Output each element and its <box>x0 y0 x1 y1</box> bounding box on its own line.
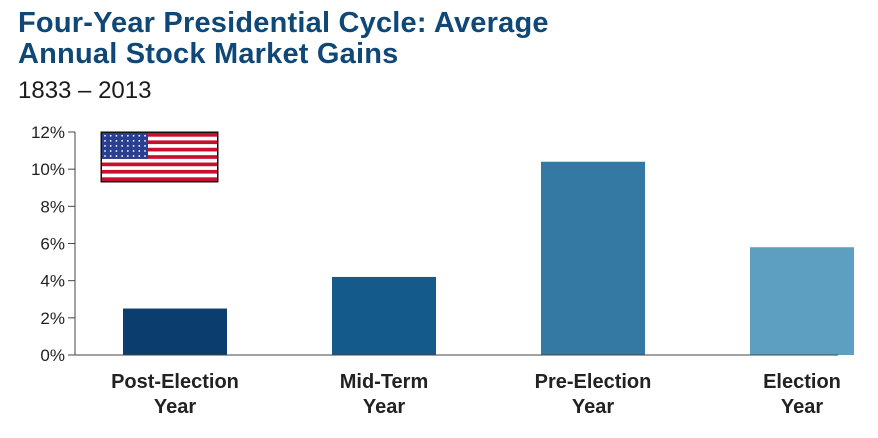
x-axis: Post-Election Year Mid-Term Year Pre-Electio… <box>75 354 841 418</box>
y-tick-label: 12% <box>31 123 65 142</box>
flag-star <box>109 155 112 157</box>
us-flag-icon <box>100 131 219 183</box>
flag-star <box>132 150 135 152</box>
flag-star <box>121 150 124 152</box>
flag-star <box>104 139 106 142</box>
x-tick-label: Year <box>572 396 614 418</box>
bar <box>750 247 854 355</box>
flag-star <box>126 134 129 137</box>
flag-star <box>104 155 106 157</box>
bar <box>123 308 227 355</box>
chart-title-line-2: Annual Stock Market Gains <box>18 38 399 70</box>
chart-title-line-1: Four-Year Presidential Cycle: Average <box>18 7 549 39</box>
flag-star <box>109 134 112 137</box>
flag-star <box>109 139 112 142</box>
flag-star <box>115 134 118 137</box>
flag-star <box>126 145 129 147</box>
flag-star <box>144 150 146 152</box>
flag-stripe <box>102 169 217 174</box>
flag-star <box>121 155 124 157</box>
y-tick-label: 6% <box>40 235 65 254</box>
flag-star <box>144 134 146 137</box>
flag-star <box>138 155 141 157</box>
flag-star <box>115 150 118 152</box>
y-tick-label: 4% <box>40 272 65 291</box>
x-tick-label: Year <box>781 396 823 418</box>
flag-canton <box>102 133 148 159</box>
flag-star <box>144 139 146 142</box>
x-tick-label: Mid-Term <box>340 371 429 393</box>
flag-star <box>138 134 141 137</box>
x-tick-label: Election <box>763 371 841 393</box>
x-tick-label: Post-Election <box>111 371 239 393</box>
flag-stripe <box>102 162 217 167</box>
flag-star <box>121 139 124 142</box>
flag-star <box>132 139 135 142</box>
flag-stripe <box>102 177 217 181</box>
flag-star <box>138 145 141 147</box>
flag-star <box>126 150 129 152</box>
flag-stripe <box>102 147 217 152</box>
flag-star <box>115 155 118 157</box>
y-axis: 0% 2% 4% 6% 8% 10% 12% <box>31 123 76 365</box>
flag-star <box>104 134 106 137</box>
x-tick-label: Year <box>363 396 405 418</box>
chart-subtitle: 1833 – 2013 <box>18 77 152 104</box>
flag-star <box>115 139 118 142</box>
bar <box>541 161 645 355</box>
flag-stripe <box>102 133 217 137</box>
flag-star <box>121 145 124 147</box>
x-tick-label: Pre-Election <box>535 371 652 393</box>
flag-star <box>115 145 118 147</box>
flag-star <box>109 150 112 152</box>
flag-star <box>132 155 135 157</box>
flag-star <box>132 134 135 137</box>
flag-stripe <box>102 140 217 145</box>
x-tick-label: Year <box>154 396 196 418</box>
flag-star <box>109 145 112 147</box>
y-tick-label: 2% <box>40 309 65 328</box>
flag-star <box>144 155 146 157</box>
flag-star <box>104 145 106 147</box>
flag-stripe <box>102 155 217 159</box>
flag-star <box>138 139 141 142</box>
y-tick-label: 10% <box>31 160 65 179</box>
flag-star <box>104 150 106 152</box>
flag-star <box>126 155 129 157</box>
chart-title: Four-Year Presidential Cycle: Average An… <box>18 8 549 70</box>
bar <box>332 276 436 355</box>
y-tick-label: 0% <box>40 346 65 365</box>
flag-star <box>121 134 124 137</box>
y-tick-label: 8% <box>40 197 65 216</box>
flag-star <box>126 139 129 142</box>
bars <box>123 161 854 355</box>
flag-star <box>144 145 146 147</box>
flag-star <box>132 145 135 147</box>
flag-star <box>138 150 141 152</box>
